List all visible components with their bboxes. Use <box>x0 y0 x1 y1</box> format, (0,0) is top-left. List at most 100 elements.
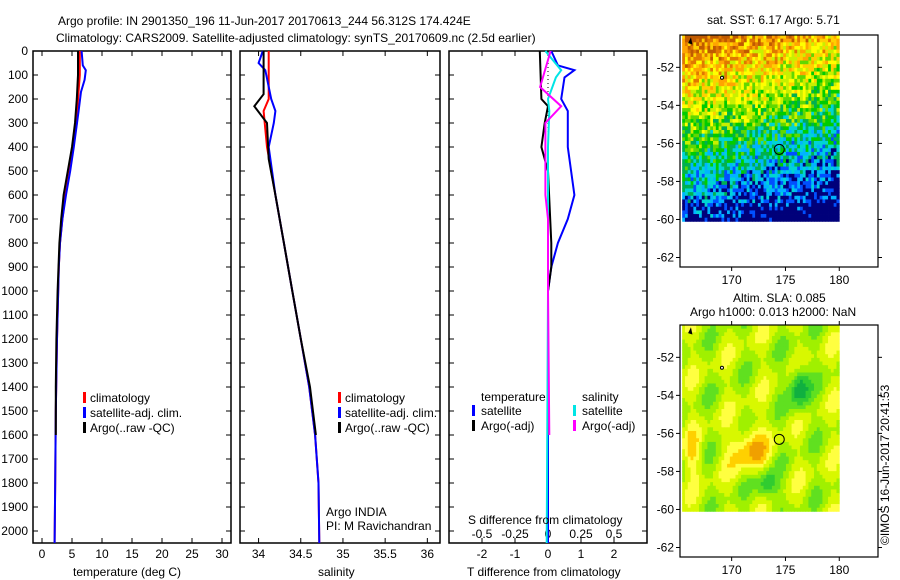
map-cell <box>721 78 725 83</box>
map-cell <box>794 104 798 109</box>
map-cell <box>780 214 784 219</box>
map-cell <box>774 170 778 175</box>
map-cell <box>727 427 731 432</box>
map-cell <box>799 328 804 333</box>
map-cell <box>696 184 700 189</box>
map-cell <box>763 409 767 414</box>
map-cell <box>713 100 717 105</box>
map-cell <box>710 67 714 72</box>
map-cell <box>743 394 748 399</box>
map-cell <box>741 214 745 219</box>
map-cell <box>755 170 759 175</box>
map-cell <box>819 420 823 425</box>
map-cell <box>743 119 748 124</box>
map-cell <box>777 159 781 164</box>
y-tick-label: 200 <box>8 92 28 106</box>
map-cell <box>811 115 815 120</box>
map-cell <box>746 148 750 153</box>
map-cell <box>783 416 787 421</box>
map-cell <box>791 38 795 43</box>
map-cell <box>710 325 714 330</box>
map-cell <box>811 325 815 330</box>
map-cell <box>682 423 686 428</box>
map-cell <box>752 328 756 333</box>
map-cell <box>816 56 821 61</box>
map-cell <box>727 332 731 337</box>
map-cell <box>707 434 711 439</box>
map-cell <box>746 159 750 164</box>
map-cell <box>777 166 781 171</box>
map-cell <box>814 430 818 436</box>
map-cell <box>819 409 823 414</box>
map-cell <box>785 430 790 436</box>
map-cell <box>828 361 832 366</box>
map-cell <box>785 372 790 377</box>
map-cell <box>788 67 792 72</box>
map-cell <box>696 56 700 61</box>
map-cell <box>752 383 756 388</box>
map-cell <box>741 111 745 116</box>
map-cell <box>774 343 778 348</box>
map-cell <box>811 184 815 189</box>
map-cell <box>777 67 781 72</box>
map-cell <box>749 60 753 65</box>
map-cell <box>749 343 753 348</box>
map-cell <box>769 126 773 131</box>
map-cell <box>752 423 756 428</box>
map-cell <box>690 441 694 446</box>
map-cell <box>785 119 790 124</box>
map-cell <box>836 192 840 197</box>
map-cell <box>791 325 795 330</box>
map-cell <box>701 140 705 146</box>
map-cell <box>777 376 781 381</box>
map-cell <box>760 173 764 178</box>
map-cell <box>816 332 821 337</box>
map-cell <box>811 354 815 359</box>
map-cell <box>822 140 826 146</box>
map-cell <box>805 379 809 384</box>
map-cell <box>836 184 840 189</box>
map-cell <box>780 170 784 175</box>
map-cell <box>791 430 795 436</box>
map-cell <box>808 438 812 443</box>
map-cell <box>743 405 748 410</box>
map-cell <box>771 390 776 395</box>
map-cell <box>687 387 691 392</box>
map-cell <box>819 166 823 171</box>
y-tick-label: 2000 <box>1 524 28 538</box>
map-cell <box>802 100 806 105</box>
map-cell <box>752 115 756 120</box>
map-cell <box>783 441 787 446</box>
map-cell <box>814 115 818 120</box>
map-cell <box>828 170 832 175</box>
map-cell <box>819 115 823 120</box>
map-cell <box>735 409 739 414</box>
map-cell <box>690 379 694 384</box>
map-cell <box>769 368 773 373</box>
map-cell <box>735 383 739 388</box>
map-cell <box>777 42 781 47</box>
map-cell <box>749 126 753 131</box>
map-cell <box>729 173 734 178</box>
map-cell <box>766 35 770 40</box>
map-cell <box>690 199 694 204</box>
map-cell <box>696 420 700 425</box>
map-cell <box>791 133 795 138</box>
map-cell <box>769 203 773 208</box>
map-cell <box>802 339 806 344</box>
map-cell <box>741 173 745 178</box>
map-cell <box>724 108 728 113</box>
map-cell <box>814 206 818 211</box>
map-cell <box>822 416 826 421</box>
map-cell <box>819 93 823 98</box>
map-cell <box>690 203 694 208</box>
map-cell <box>794 64 798 69</box>
map-cell <box>828 423 832 428</box>
map-cell <box>814 365 818 370</box>
map-cell <box>743 151 748 156</box>
map-cell <box>743 354 748 359</box>
map-cell <box>749 365 753 370</box>
map-cell <box>788 100 792 105</box>
map-cell <box>785 111 790 116</box>
map-cell <box>836 405 840 410</box>
